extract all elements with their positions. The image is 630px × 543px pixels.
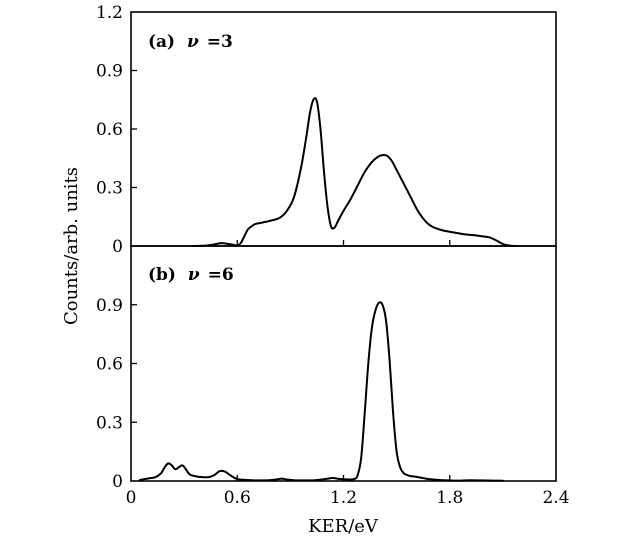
y-tick-label-panel-a: 0.3 [96, 179, 123, 199]
x-tick-label: 0.6 [224, 488, 251, 508]
y-tick-label-panel-a: 0.6 [96, 120, 123, 140]
series-line-panel-a [191, 97, 519, 247]
x-tick-label: 2.4 [542, 488, 569, 508]
y-tick-label-panel-b: 0.3 [96, 413, 123, 433]
y-axis-title: Counts/arb. units [61, 167, 82, 325]
panel-b-label-value: =6 [208, 265, 234, 285]
y-tick-label-panel-a: 0.9 [96, 62, 123, 82]
x-axis-title: KER/eV [308, 516, 379, 537]
panel-a-label-value: =3 [207, 32, 233, 52]
x-tick-label: 1.2 [330, 488, 357, 508]
panel-a-label-symbol: ν [187, 32, 199, 52]
panel-a-label: (a) ν =3 [148, 32, 233, 52]
panel-a-label-prefix: (a) [148, 32, 175, 52]
x-tick-label: 1.8 [436, 488, 463, 508]
panel-b-label-symbol: ν [188, 265, 200, 285]
y-tick-label-panel-b: 0 [112, 472, 123, 492]
series-line-panel-b [138, 301, 504, 482]
y-tick-label-panel-b: 0.6 [96, 355, 123, 375]
y-tick-label-panel-a: 1.2 [96, 3, 123, 23]
panel-b-label-prefix: (b) [148, 265, 176, 285]
x-tick-label: 0 [126, 488, 137, 508]
y-tick-label-panel-a: 0 [112, 237, 123, 257]
panel-b-label: (b) ν =6 [148, 265, 234, 285]
chart-marks: 0 0.6 1.2 1.8 2.4 0 0.3 0.6 0.9 1.2 0 0.3 0.6 0.9 [96, 3, 570, 508]
y-tick-label-panel-b: 0.9 [96, 296, 123, 316]
